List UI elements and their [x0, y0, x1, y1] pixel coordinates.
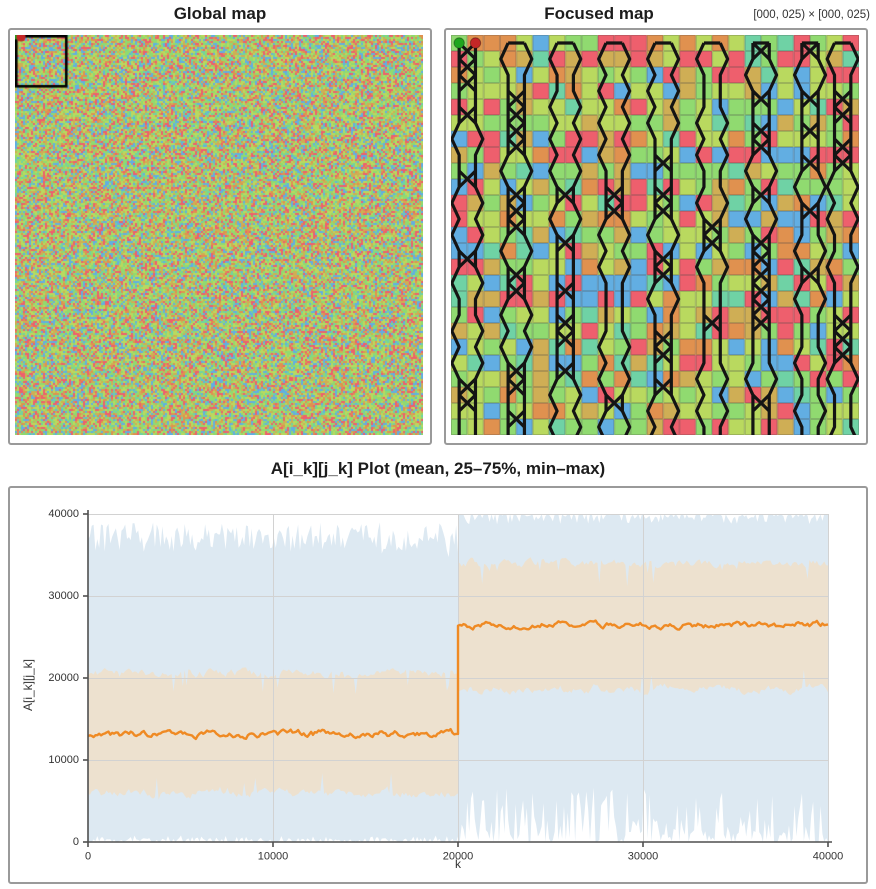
global-map-title: Global map: [173, 4, 267, 23]
chart-canvas: [10, 488, 866, 882]
focused-map-panel: [444, 28, 868, 445]
chart-y-axis-label: A[i_k][j_k]: [21, 658, 35, 712]
chart-title: A[i_k][j_k] Plot (mean, 25–75%, min–max): [270, 459, 606, 478]
global-map-canvas[interactable]: [15, 35, 423, 435]
chart-panel: A[i_k][j_k] k: [8, 486, 868, 884]
focused-map-title: Focused map: [544, 4, 654, 23]
focused-map-canvas[interactable]: [451, 35, 859, 435]
focused-map-range-label: [000, 025) × [000, 025): [753, 9, 870, 21]
chart-x-axis-label: k: [455, 857, 461, 871]
global-map-panel: [8, 28, 432, 445]
